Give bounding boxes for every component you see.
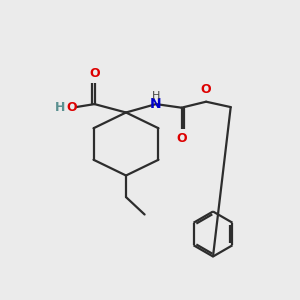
Text: O: O xyxy=(89,67,100,80)
Text: H: H xyxy=(152,91,160,101)
Text: O: O xyxy=(67,100,77,114)
Text: O: O xyxy=(176,132,187,145)
Text: H: H xyxy=(55,100,65,114)
Text: O: O xyxy=(201,83,212,96)
Text: N: N xyxy=(150,97,162,111)
